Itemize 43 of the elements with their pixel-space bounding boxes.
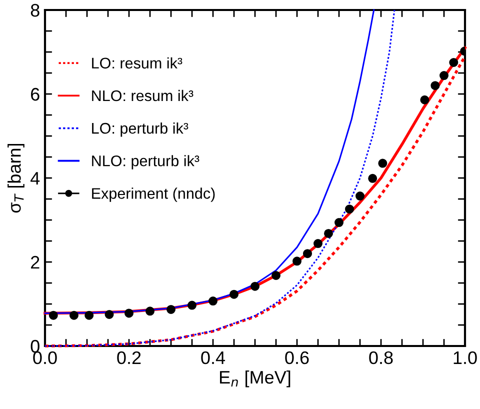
x-tick-label: 1.0 <box>454 351 477 364</box>
point <box>250 282 260 291</box>
y-tick-label: 2 <box>31 256 40 269</box>
y-tick-label: 6 <box>31 88 40 101</box>
y-tick-label: 0 <box>30 340 40 353</box>
y-tick-label: 8 <box>30 4 40 17</box>
legend-label: NLO: resum ik³ <box>92 90 194 102</box>
y-axis-title: σ$_{T}$ [barn] <box>8 144 24 213</box>
point <box>334 218 344 228</box>
x-tick-label: 0.4 <box>201 351 226 364</box>
point <box>356 192 364 201</box>
point <box>272 270 280 280</box>
x-axis-title: E$_{n}$ [MeV] <box>220 370 290 388</box>
legend-label: LO: perturb ik³ <box>92 122 188 137</box>
y-tick-label: 4 <box>30 172 40 185</box>
point <box>378 158 388 168</box>
x-tick-label: 0.0 <box>33 351 57 364</box>
point <box>84 310 94 320</box>
point <box>208 296 218 306</box>
x-tick-label: 0.8 <box>369 351 393 364</box>
point <box>124 308 134 318</box>
point <box>449 58 458 67</box>
point <box>188 300 196 310</box>
point <box>324 228 333 238</box>
point <box>104 310 114 319</box>
point <box>292 256 302 266</box>
point <box>345 204 354 214</box>
point <box>69 310 78 320</box>
point <box>230 290 238 299</box>
point <box>368 174 378 183</box>
x-tick-label: 0.6 <box>285 351 309 364</box>
point <box>303 249 312 258</box>
point <box>314 239 322 248</box>
point <box>420 95 430 104</box>
x-tick-label: 0.2 <box>117 351 141 364</box>
point <box>48 310 58 320</box>
legend-label: LO: resum ik³ <box>92 57 182 69</box>
point <box>440 71 448 80</box>
point <box>146 306 154 316</box>
point <box>166 304 176 314</box>
legend-label: Experiment (nndc) <box>92 188 215 202</box>
point <box>430 81 440 90</box>
legend-label: NLO: perturb ik³ <box>92 155 200 170</box>
